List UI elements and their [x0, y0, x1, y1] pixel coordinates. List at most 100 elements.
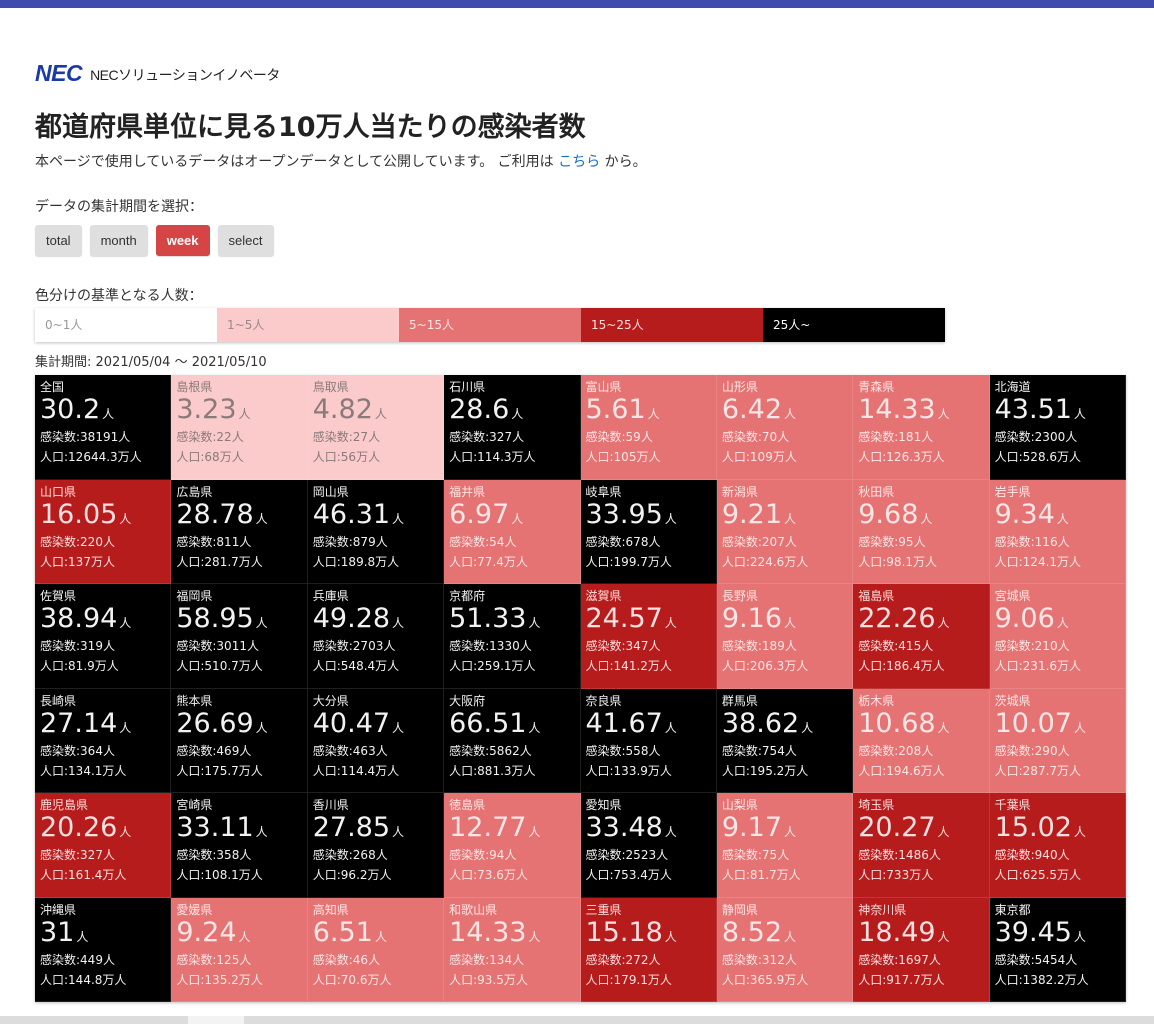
prefecture-tile[interactable]: 埼玉県 20.27 人感染数:1486人 人口:733万人 — [853, 793, 990, 898]
prefecture-tile[interactable]: 愛媛県 9.24 人感染数:125人 人口:135.2万人 — [171, 897, 308, 1002]
rate-unit: 人 — [528, 720, 541, 735]
population: 人口:206.3万人 — [721, 659, 809, 673]
prefecture-tile[interactable]: 神奈川県 18.49 人感染数:1697人 人口:917.7万人 — [853, 897, 990, 1002]
rate-unit: 人 — [255, 616, 268, 630]
rate-unit: 人 — [937, 720, 950, 735]
population: 人口:224.6万人 — [721, 554, 809, 569]
prefecture-tile[interactable]: 石川県 28.6 人感染数:327人 人口:114.3万人 — [444, 375, 581, 480]
prefecture-tile[interactable]: 熊本県 26.69 人感染数:469人 人口:175.7万人 — [171, 688, 308, 793]
horizontal-scrollbar[interactable] — [0, 1016, 1154, 1024]
infected-count: 感染数:5862人 — [449, 743, 532, 758]
infected-count: 感染数:415人 — [858, 639, 934, 653]
prefecture-tile[interactable]: 山梨県 9.17 人感染数:75人 人口:81.7万人 — [716, 793, 854, 898]
rate-unit: 人 — [255, 720, 268, 735]
prefecture-tile[interactable]: 沖縄県 31 人感染数:449人 人口:144.8万人 — [35, 897, 172, 1002]
prefecture-name: 山口県 — [40, 484, 77, 499]
infected-count: 感染数:1697人 — [858, 952, 941, 967]
prefecture-tile[interactable]: 香川県 27.85 人感染数:268人 人口:96.2万人 — [307, 793, 445, 898]
nec-logo[interactable]: NEC NECソリューションイノベータ — [35, 62, 280, 85]
prefecture-tile[interactable]: 岐阜県 33.95 人感染数:678人 人口:199.7万人 — [580, 479, 717, 584]
prefecture-tile[interactable]: 大分県 40.47 人感染数:463人 人口:114.4万人 — [307, 688, 445, 793]
open-data-link[interactable]: こちら — [558, 154, 601, 170]
prefecture-tile[interactable]: 京都府 51.33 人感染数:1330人 人口:259.1万人 — [444, 584, 581, 689]
prefecture-tile[interactable]: 福島県 22.26 人感染数:415人 人口:186.4万人 — [853, 584, 990, 689]
prefecture-tile[interactable]: 和歌山県 14.33 人感染数:134人 人口:93.5万人 — [444, 897, 581, 1002]
infected-count: 感染数:558人 — [585, 743, 661, 758]
prefecture-tile[interactable]: 徳島県 12.77 人感染数:94人 人口:73.6万人 — [444, 793, 581, 898]
infection-rate: 39.45 — [994, 916, 1072, 948]
prefecture-tile[interactable]: 福井県 6.97 人感染数:54人 人口:77.4万人 — [444, 479, 581, 584]
prefecture-tile[interactable]: 島根県 3.23 人感染数:22人 人口:68万人 — [171, 375, 308, 480]
prefecture-tile[interactable]: 兵庫県 49.28 人感染数:2703人 人口:548.4万人 — [307, 584, 445, 689]
prefecture-tile[interactable]: 長野県 9.16 人感染数:189人 人口:206.3万人 — [716, 584, 854, 689]
prefecture-tile[interactable]: 三重県 15.18 人感染数:272人 人口:179.1万人 — [580, 897, 717, 1002]
prefecture-tile[interactable]: 山形県 6.42 人感染数:70人 人口:109万人 — [716, 375, 854, 480]
prefecture-tile[interactable]: 青森県 14.33 人感染数:181人 人口:126.3万人 — [853, 375, 990, 480]
prefecture-tile[interactable]: 静岡県 8.52 人感染数:312人 人口:365.9万人 — [716, 897, 854, 1002]
prefecture-tile[interactable]: 宮崎県 33.11 人感染数:358人 人口:108.1万人 — [171, 793, 308, 898]
infected-count: 感染数:208人 — [858, 743, 934, 758]
population: 人口:144.8万人 — [40, 972, 127, 987]
infected-count: 感染数:116人 — [994, 534, 1070, 549]
infected-count: 感染数:319人 — [40, 639, 115, 653]
prefecture-tile[interactable]: 滋賀県 24.57 人感染数:347人 人口:141.2万人 — [580, 584, 717, 689]
prefecture-tile[interactable]: 群馬県 38.62 人感染数:754人 人口:195.2万人 — [716, 688, 854, 793]
prefecture-tile[interactable]: 大阪府 66.51 人感染数:5862人 人口:881.3万人 — [444, 688, 581, 793]
prefecture-tile[interactable]: 佐賀県 38.94 人感染数:319人 人口:81.9万人 — [35, 584, 172, 689]
infected-count: 感染数:5454人 — [994, 952, 1078, 967]
prefecture-tile[interactable]: 東京都 39.45 人感染数:5454人 人口:1382.2万人 — [989, 897, 1126, 1002]
prefecture-tile[interactable]: 岡山県 46.31 人感染数:879人 人口:189.8万人 — [307, 479, 445, 584]
prefecture-tile[interactable]: 奈良県 41.67 人感染数:558人 人口:133.9万人 — [580, 688, 717, 793]
period-button-total[interactable]: total — [35, 225, 82, 256]
prefecture-name: 徳島県 — [449, 798, 486, 812]
prefecture-tile[interactable]: 鳥取県 4.82 人感染数:27人 人口:56万人 — [307, 375, 445, 480]
prefecture-tile[interactable]: 愛知県 33.48 人感染数:2523人 人口:753.4万人 — [580, 793, 717, 898]
prefecture-name: 宮崎県 — [176, 798, 213, 812]
prefecture-tile[interactable]: 福岡県 58.95 人感染数:3011人 人口:510.7万人 — [171, 584, 308, 689]
rate-line: 15.02 人 — [995, 811, 1120, 845]
prefecture-name: 兵庫県 — [312, 589, 349, 603]
prefecture-tile[interactable]: 栃木県 10.68 人感染数:208人 人口:194.6万人 — [853, 688, 990, 793]
prefecture-name: 広島県 — [176, 484, 213, 499]
prefecture-tile[interactable]: 岩手県 9.34 人感染数:116人 人口:124.1万人 — [989, 479, 1126, 584]
prefecture-tile[interactable]: 千葉県 15.02 人感染数:940人 人口:625.5万人 — [989, 793, 1126, 898]
prefecture-tile[interactable]: 茨城県 10.07 人感染数:290人 人口:287.7万人 — [989, 688, 1126, 793]
infection-rate: 5.61 — [585, 394, 646, 425]
rate-line: 16.05 人 — [40, 498, 165, 532]
prefecture-name: 佐賀県 — [40, 589, 77, 603]
prefecture-tile[interactable]: 富山県 5.61 人感染数:59人 人口:105万人 — [580, 375, 717, 480]
prefecture-tile[interactable]: 北海道 43.51 人感染数:2300人 人口:528.6万人 — [989, 375, 1126, 480]
infected-count: 感染数:95人 — [858, 534, 926, 549]
population: 人口:194.6万人 — [858, 763, 945, 778]
prefecture-tile[interactable]: 宮城県 9.06 人感染数:210人 人口:231.6万人 — [989, 584, 1126, 689]
period-button-month[interactable]: month — [89, 225, 148, 256]
period-button-select[interactable]: select — [217, 225, 274, 256]
prefecture-tile[interactable]: 鹿児島県 20.26 人感染数:327人 人口:161.4万人 — [35, 793, 172, 898]
infection-rate: 14.33 — [858, 394, 936, 425]
infected-count: 感染数:811人 — [176, 534, 252, 549]
population: 人口:1382.2万人 — [994, 972, 1089, 987]
infection-rate: 9.16 — [721, 603, 782, 634]
scrollbar-thumb[interactable] — [188, 1016, 244, 1024]
rate-unit: 人 — [511, 407, 524, 421]
infection-rate: 4.82 — [312, 394, 373, 425]
rate-line: 6.42 人 — [722, 393, 847, 427]
infection-rate: 27.85 — [312, 812, 391, 843]
prefecture-tile[interactable]: 新潟県 9.21 人感染数:207人 人口:224.6万人 — [716, 479, 854, 584]
infection-rate: 12.77 — [449, 812, 527, 843]
prefecture-name: 奈良県 — [585, 693, 622, 708]
period-button-week[interactable]: week — [155, 225, 210, 256]
population: 人口:56万人 — [312, 450, 381, 464]
infected-count: 感染数:2703人 — [312, 639, 396, 653]
prefecture-tile[interactable]: 長崎県 27.14 人感染数:364人 人口:134.1万人 — [35, 688, 172, 793]
prefecture-tile[interactable]: 山口県 16.05 人感染数:220人 人口:137万人 — [35, 479, 172, 584]
infection-rate: 33.48 — [585, 812, 663, 843]
rate-unit: 人 — [255, 825, 268, 839]
prefecture-tile[interactable]: 広島県 28.78 人感染数:811人 人口:281.7万人 — [171, 479, 308, 584]
infection-rate: 6.51 — [312, 916, 373, 948]
prefecture-tile[interactable]: 高知県 6.51 人感染数:46人 人口:70.6万人 — [307, 897, 445, 1002]
rate-line: 27.14 人 — [40, 707, 165, 741]
infected-count: 感染数:463人 — [312, 743, 388, 758]
prefecture-tile[interactable]: 全国 30.2 人感染数:38191人 人口:12644.3万人 — [35, 375, 172, 480]
prefecture-tile[interactable]: 秋田県 9.68 人感染数:95人 人口:98.1万人 — [853, 479, 990, 584]
